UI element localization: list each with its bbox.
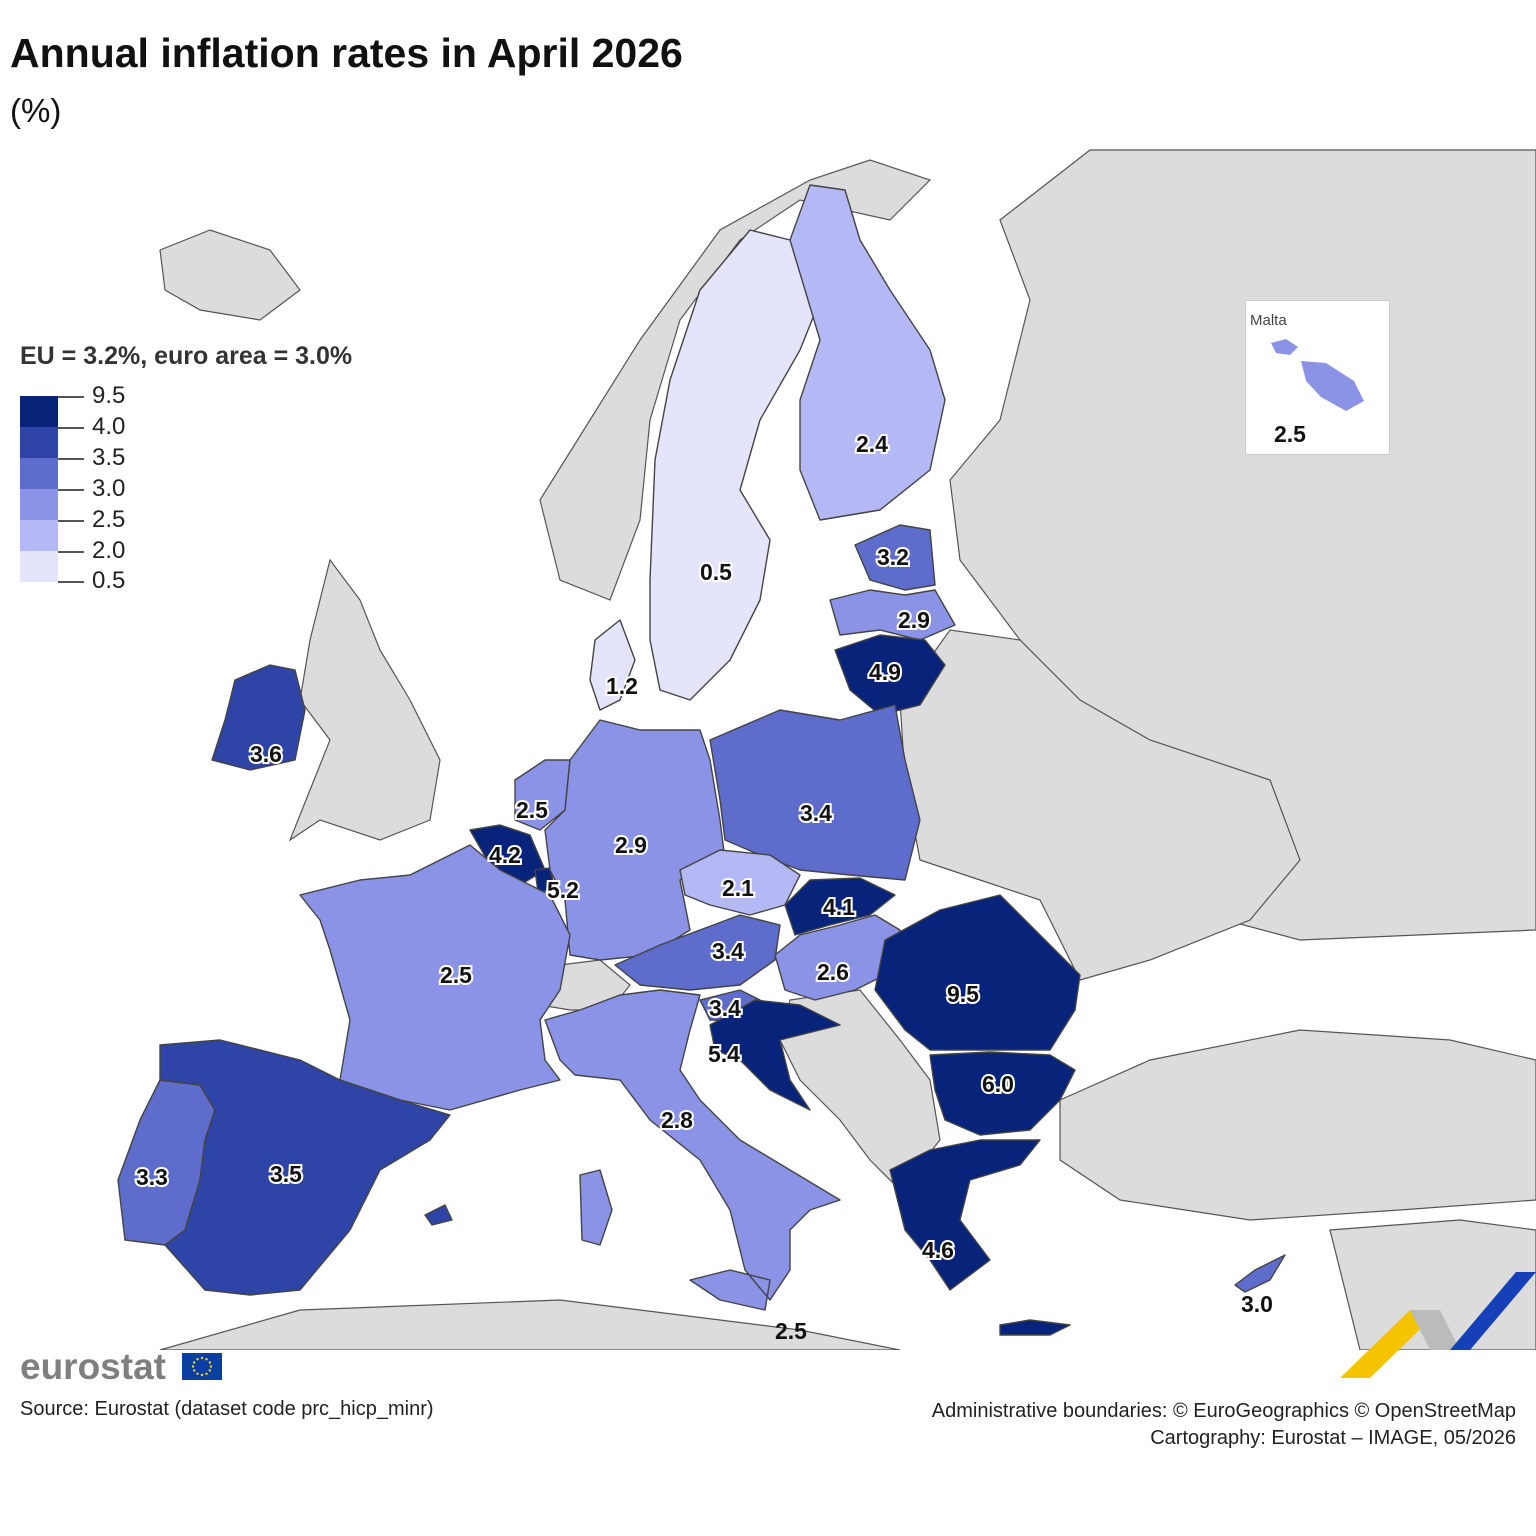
label-finland: 2.4 <box>856 431 888 457</box>
region-germany <box>544 719 726 961</box>
belarus-ukraine <box>899 629 1301 981</box>
region-denmark <box>589 619 636 711</box>
legend-label: 9.5 <box>92 382 126 409</box>
label-bulgaria: 6.0 <box>982 1071 1014 1097</box>
source-note: Source: Eurostat (dataset code prc_hicp_… <box>20 1398 434 1420</box>
label-netherlands: 2.5 <box>516 797 548 823</box>
label-belgium: 4.2 <box>489 842 521 868</box>
legend-label: 4.0 <box>92 413 126 440</box>
legend-swatch-3 <box>20 458 58 489</box>
inset-title: Malta <box>1250 312 1287 329</box>
region-italy <box>544 989 841 1311</box>
label-czechia: 2.1 <box>722 875 754 901</box>
region-croatia <box>709 999 841 1111</box>
eurostat-logo: eurostat <box>20 1346 166 1387</box>
region-lithuania <box>834 634 946 716</box>
label-malta-mainmap: 2.5 <box>775 1318 807 1344</box>
legend-swatch-5 <box>20 520 58 551</box>
region-latvia <box>829 589 956 641</box>
region-romania <box>874 894 1081 1051</box>
label-sweden: 0.5 <box>700 559 732 585</box>
label-estonia: 3.2 <box>877 544 909 570</box>
region-finland <box>789 184 946 521</box>
legend-swatch-2 <box>20 427 58 458</box>
legend-tick <box>58 489 84 491</box>
legend-tick <box>58 458 84 460</box>
label-denmark: 1.2 <box>606 673 638 699</box>
label-germany: 2.9 <box>615 832 647 858</box>
decorative-corner-icon <box>1340 1272 1536 1378</box>
region-spain <box>159 1039 453 1296</box>
label-poland: 3.4 <box>800 800 832 826</box>
legend-tick <box>58 396 84 398</box>
norway <box>539 159 932 601</box>
malta-shape <box>1271 339 1364 411</box>
legend-label: 2.0 <box>92 537 126 564</box>
label-spain: 3.5 <box>270 1161 302 1187</box>
legend-label: 3.0 <box>92 475 126 502</box>
map-title: Annual inflation rates in April 2026 <box>10 30 683 76</box>
label-lithuania: 4.9 <box>869 659 901 685</box>
legend-tick <box>58 551 84 553</box>
region-poland <box>709 704 921 881</box>
label-cyprus: 3.0 <box>1241 1291 1273 1317</box>
legend-label: 0.5 <box>92 567 126 594</box>
eu-flag-icon <box>182 1353 222 1380</box>
legend-heading: EU = 3.2%, euro area = 3.0% <box>20 342 353 370</box>
iceland <box>159 229 301 321</box>
region-ireland <box>211 664 306 771</box>
label-luxembourg: 5.2 <box>547 877 579 903</box>
label-romania: 9.5 <box>947 981 979 1007</box>
credits-cartography: Cartography: Eurostat – IMAGE, 05/2026 <box>1150 1427 1516 1449</box>
malta-inset: Malta 2.5 <box>1245 300 1390 455</box>
region-france <box>299 844 571 1111</box>
legend-swatch-4 <box>20 489 58 520</box>
legend-tick <box>58 427 84 429</box>
legend-tick <box>58 520 84 522</box>
label-austria: 3.4 <box>712 938 744 964</box>
region-cyprus <box>1234 1254 1286 1293</box>
label-portugal: 3.3 <box>136 1164 168 1190</box>
credits: Administrative boundaries: © EuroGeograp… <box>932 1398 1516 1452</box>
eu-countries <box>117 184 1286 1336</box>
region-slovakia <box>784 877 896 936</box>
value-labels: 0.5 2.4 3.2 2.9 4.9 1.2 3.6 2.5 4.2 5.2 … <box>134 429 1273 1344</box>
legend-label: 3.5 <box>92 444 126 471</box>
credits-boundaries: Administrative boundaries: © EuroGeograp… <box>931 1400 1516 1422</box>
label-slovakia: 4.1 <box>823 894 855 920</box>
label-croatia: 5.4 <box>708 1041 740 1067</box>
turkey <box>1059 1029 1536 1221</box>
legend-label: 2.5 <box>92 506 126 533</box>
inset-value: 2.5 <box>1274 421 1306 447</box>
legend-swatch-6 <box>20 551 58 582</box>
legend-swatch-1 <box>20 396 58 427</box>
europe-map: 0.5 2.4 3.2 2.9 4.9 1.2 3.6 2.5 4.2 5.2 … <box>117 149 1536 1350</box>
region-luxembourg <box>534 867 556 893</box>
label-slovenia: 3.4 <box>709 995 741 1021</box>
label-ireland: 3.6 <box>250 741 282 767</box>
label-latvia: 2.9 <box>898 607 930 633</box>
map-subtitle: (%) <box>10 92 62 129</box>
label-italy: 2.8 <box>661 1107 693 1133</box>
region-sweden <box>649 229 821 701</box>
legend-tick <box>58 581 84 583</box>
great-britain <box>288 558 441 842</box>
label-greece: 4.6 <box>922 1237 954 1263</box>
region-estonia <box>854 524 936 591</box>
label-france: 2.5 <box>440 962 472 988</box>
north-africa <box>159 1299 901 1350</box>
region-greece <box>889 1139 1071 1336</box>
region-austria <box>614 914 781 991</box>
label-hungary: 2.6 <box>817 959 849 985</box>
region-bulgaria <box>929 1051 1076 1136</box>
